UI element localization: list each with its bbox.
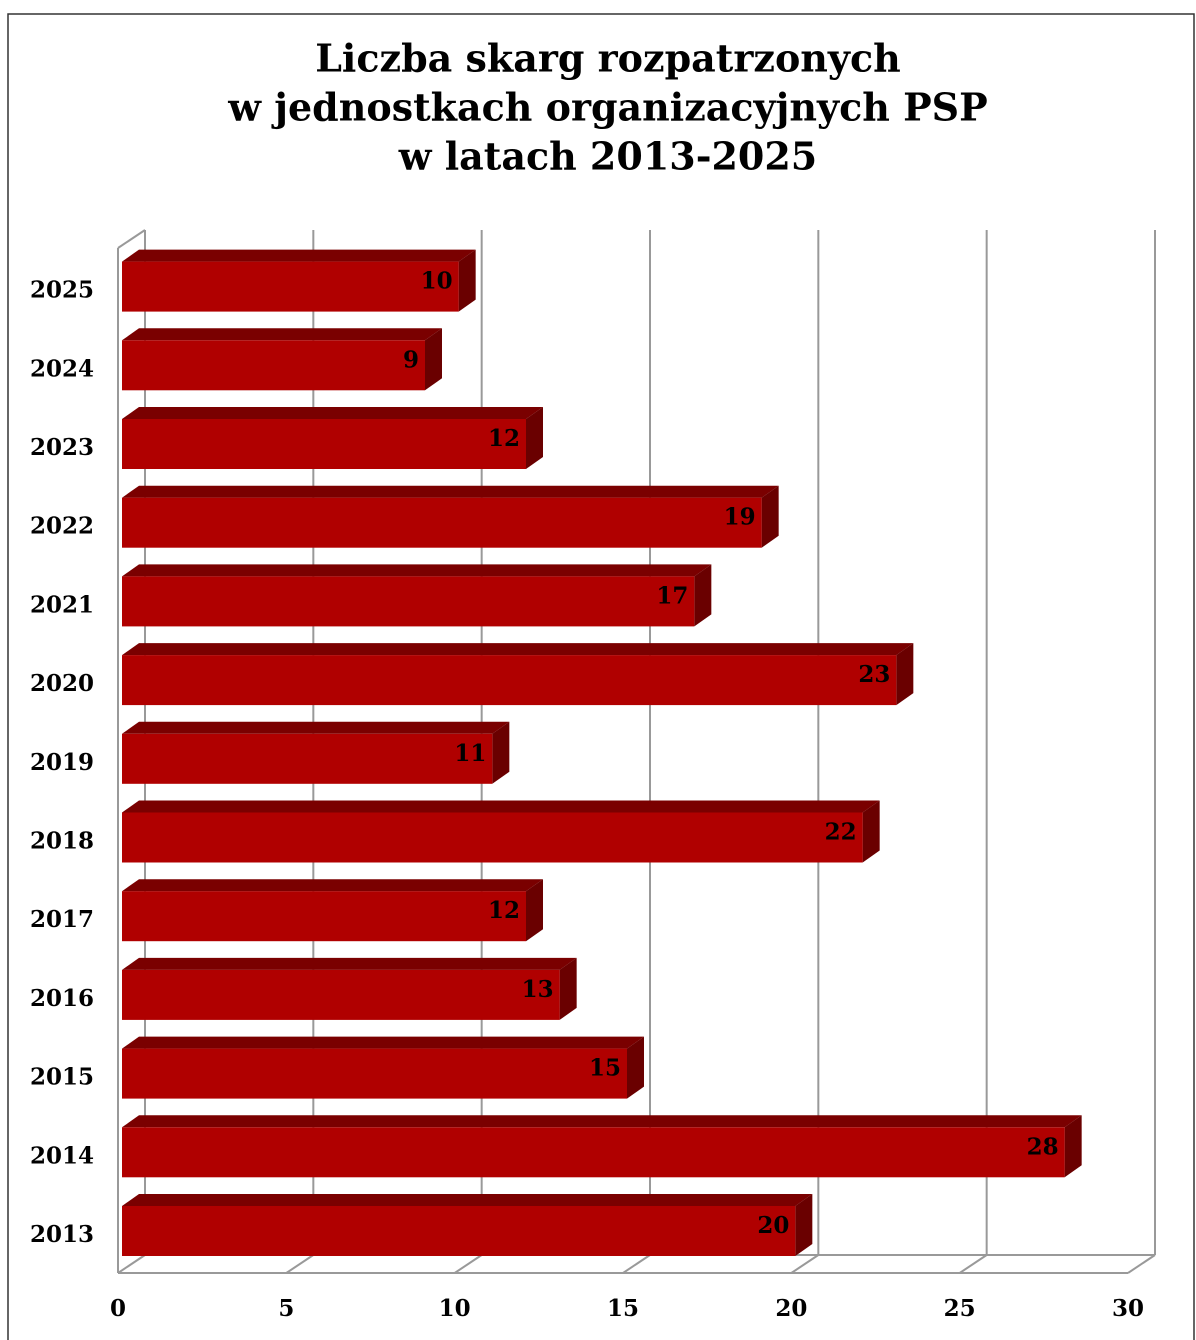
- bar-side: [896, 643, 914, 706]
- bar: [122, 1206, 796, 1256]
- grid-line: [285, 1254, 314, 1274]
- y-tick-label: 2017: [30, 906, 94, 933]
- bar-side: [694, 564, 712, 627]
- data-label: 28: [1027, 1133, 1059, 1160]
- bar-side: [458, 249, 476, 312]
- grid-line: [117, 1254, 146, 1274]
- bar-top: [122, 249, 476, 262]
- x-tick-label: 20: [775, 1295, 807, 1322]
- data-label: 12: [488, 897, 520, 924]
- x-tick-label: 25: [944, 1295, 976, 1322]
- x-tick-label: 0: [110, 1295, 126, 1322]
- grid-line: [622, 1254, 651, 1274]
- grid-line: [1127, 1254, 1156, 1274]
- bar-side: [492, 721, 510, 784]
- y-tick-label: 2025: [30, 277, 94, 304]
- x-tick-label: 30: [1112, 1295, 1144, 1322]
- bar-top: [122, 1036, 644, 1049]
- x-tick-label: 10: [439, 1295, 471, 1322]
- data-label: 17: [656, 582, 688, 609]
- data-label: 9: [403, 346, 419, 373]
- data-label: 22: [825, 819, 857, 846]
- data-label: 23: [858, 661, 890, 688]
- bar: [122, 812, 863, 863]
- bar: [122, 497, 762, 548]
- bar-side: [526, 879, 543, 942]
- data-label: 13: [522, 976, 554, 1003]
- wall-edge: [117, 229, 146, 249]
- data-label: 12: [488, 425, 520, 452]
- bar: [122, 576, 695, 627]
- chart-title: w latach 2013-2025: [398, 134, 817, 179]
- y-tick-label: 2014: [30, 1142, 94, 1169]
- data-label: 19: [724, 504, 756, 531]
- bar-side: [862, 800, 880, 863]
- x-tick-label: 15: [607, 1295, 639, 1322]
- bar-top: [122, 1115, 1082, 1128]
- grid-line: [959, 1254, 988, 1274]
- y-tick-label: 2020: [30, 670, 94, 697]
- y-tick-label: 2019: [30, 749, 94, 776]
- bar-side: [526, 407, 543, 469]
- y-tick-label: 2022: [30, 513, 94, 540]
- data-label: 20: [757, 1212, 789, 1239]
- y-tick-label: 2021: [30, 591, 94, 618]
- bar: [122, 419, 526, 469]
- bar: [122, 891, 526, 942]
- y-tick-label: 2013: [30, 1221, 94, 1248]
- chart-frame: [7, 13, 1195, 1340]
- y-tick-label: 2015: [30, 1064, 94, 1091]
- y-tick-label: 2024: [30, 355, 94, 382]
- bar-side: [627, 1036, 644, 1099]
- bar-top: [122, 879, 543, 892]
- bar-top: [122, 643, 914, 656]
- data-label: 10: [421, 268, 453, 295]
- bar-side: [425, 328, 442, 391]
- data-label: 15: [589, 1055, 621, 1082]
- bar: [122, 340, 425, 391]
- y-tick-label: 2023: [30, 434, 94, 461]
- y-tick-label: 2016: [30, 985, 94, 1012]
- bar: [122, 261, 459, 312]
- bar-top: [122, 328, 442, 341]
- bar: [122, 1127, 1065, 1178]
- bar: [122, 1048, 627, 1099]
- bar-side: [1064, 1115, 1082, 1178]
- bar: [122, 655, 897, 706]
- chart-title: w jednostkach organizacyjnych PSP: [227, 85, 987, 130]
- data-label: 11: [454, 740, 486, 767]
- bar-side: [795, 1194, 813, 1256]
- bar-side: [559, 957, 577, 1020]
- x-tick-label: 5: [278, 1295, 294, 1322]
- grid-line: [454, 1254, 483, 1274]
- grid-line: [790, 1254, 819, 1274]
- chart-title: Liczba skarg rozpatrzonych: [315, 36, 901, 81]
- bar-top: [122, 721, 510, 734]
- y-tick-label: 2018: [30, 828, 94, 855]
- bar-top: [122, 1194, 813, 1206]
- bar-top: [122, 800, 880, 813]
- bar-top: [122, 407, 543, 419]
- bar-side: [761, 485, 779, 548]
- bar: [122, 969, 560, 1020]
- bar-top: [122, 564, 712, 577]
- bar: [122, 733, 493, 784]
- bar-top: [122, 957, 577, 970]
- bar-top: [122, 485, 779, 498]
